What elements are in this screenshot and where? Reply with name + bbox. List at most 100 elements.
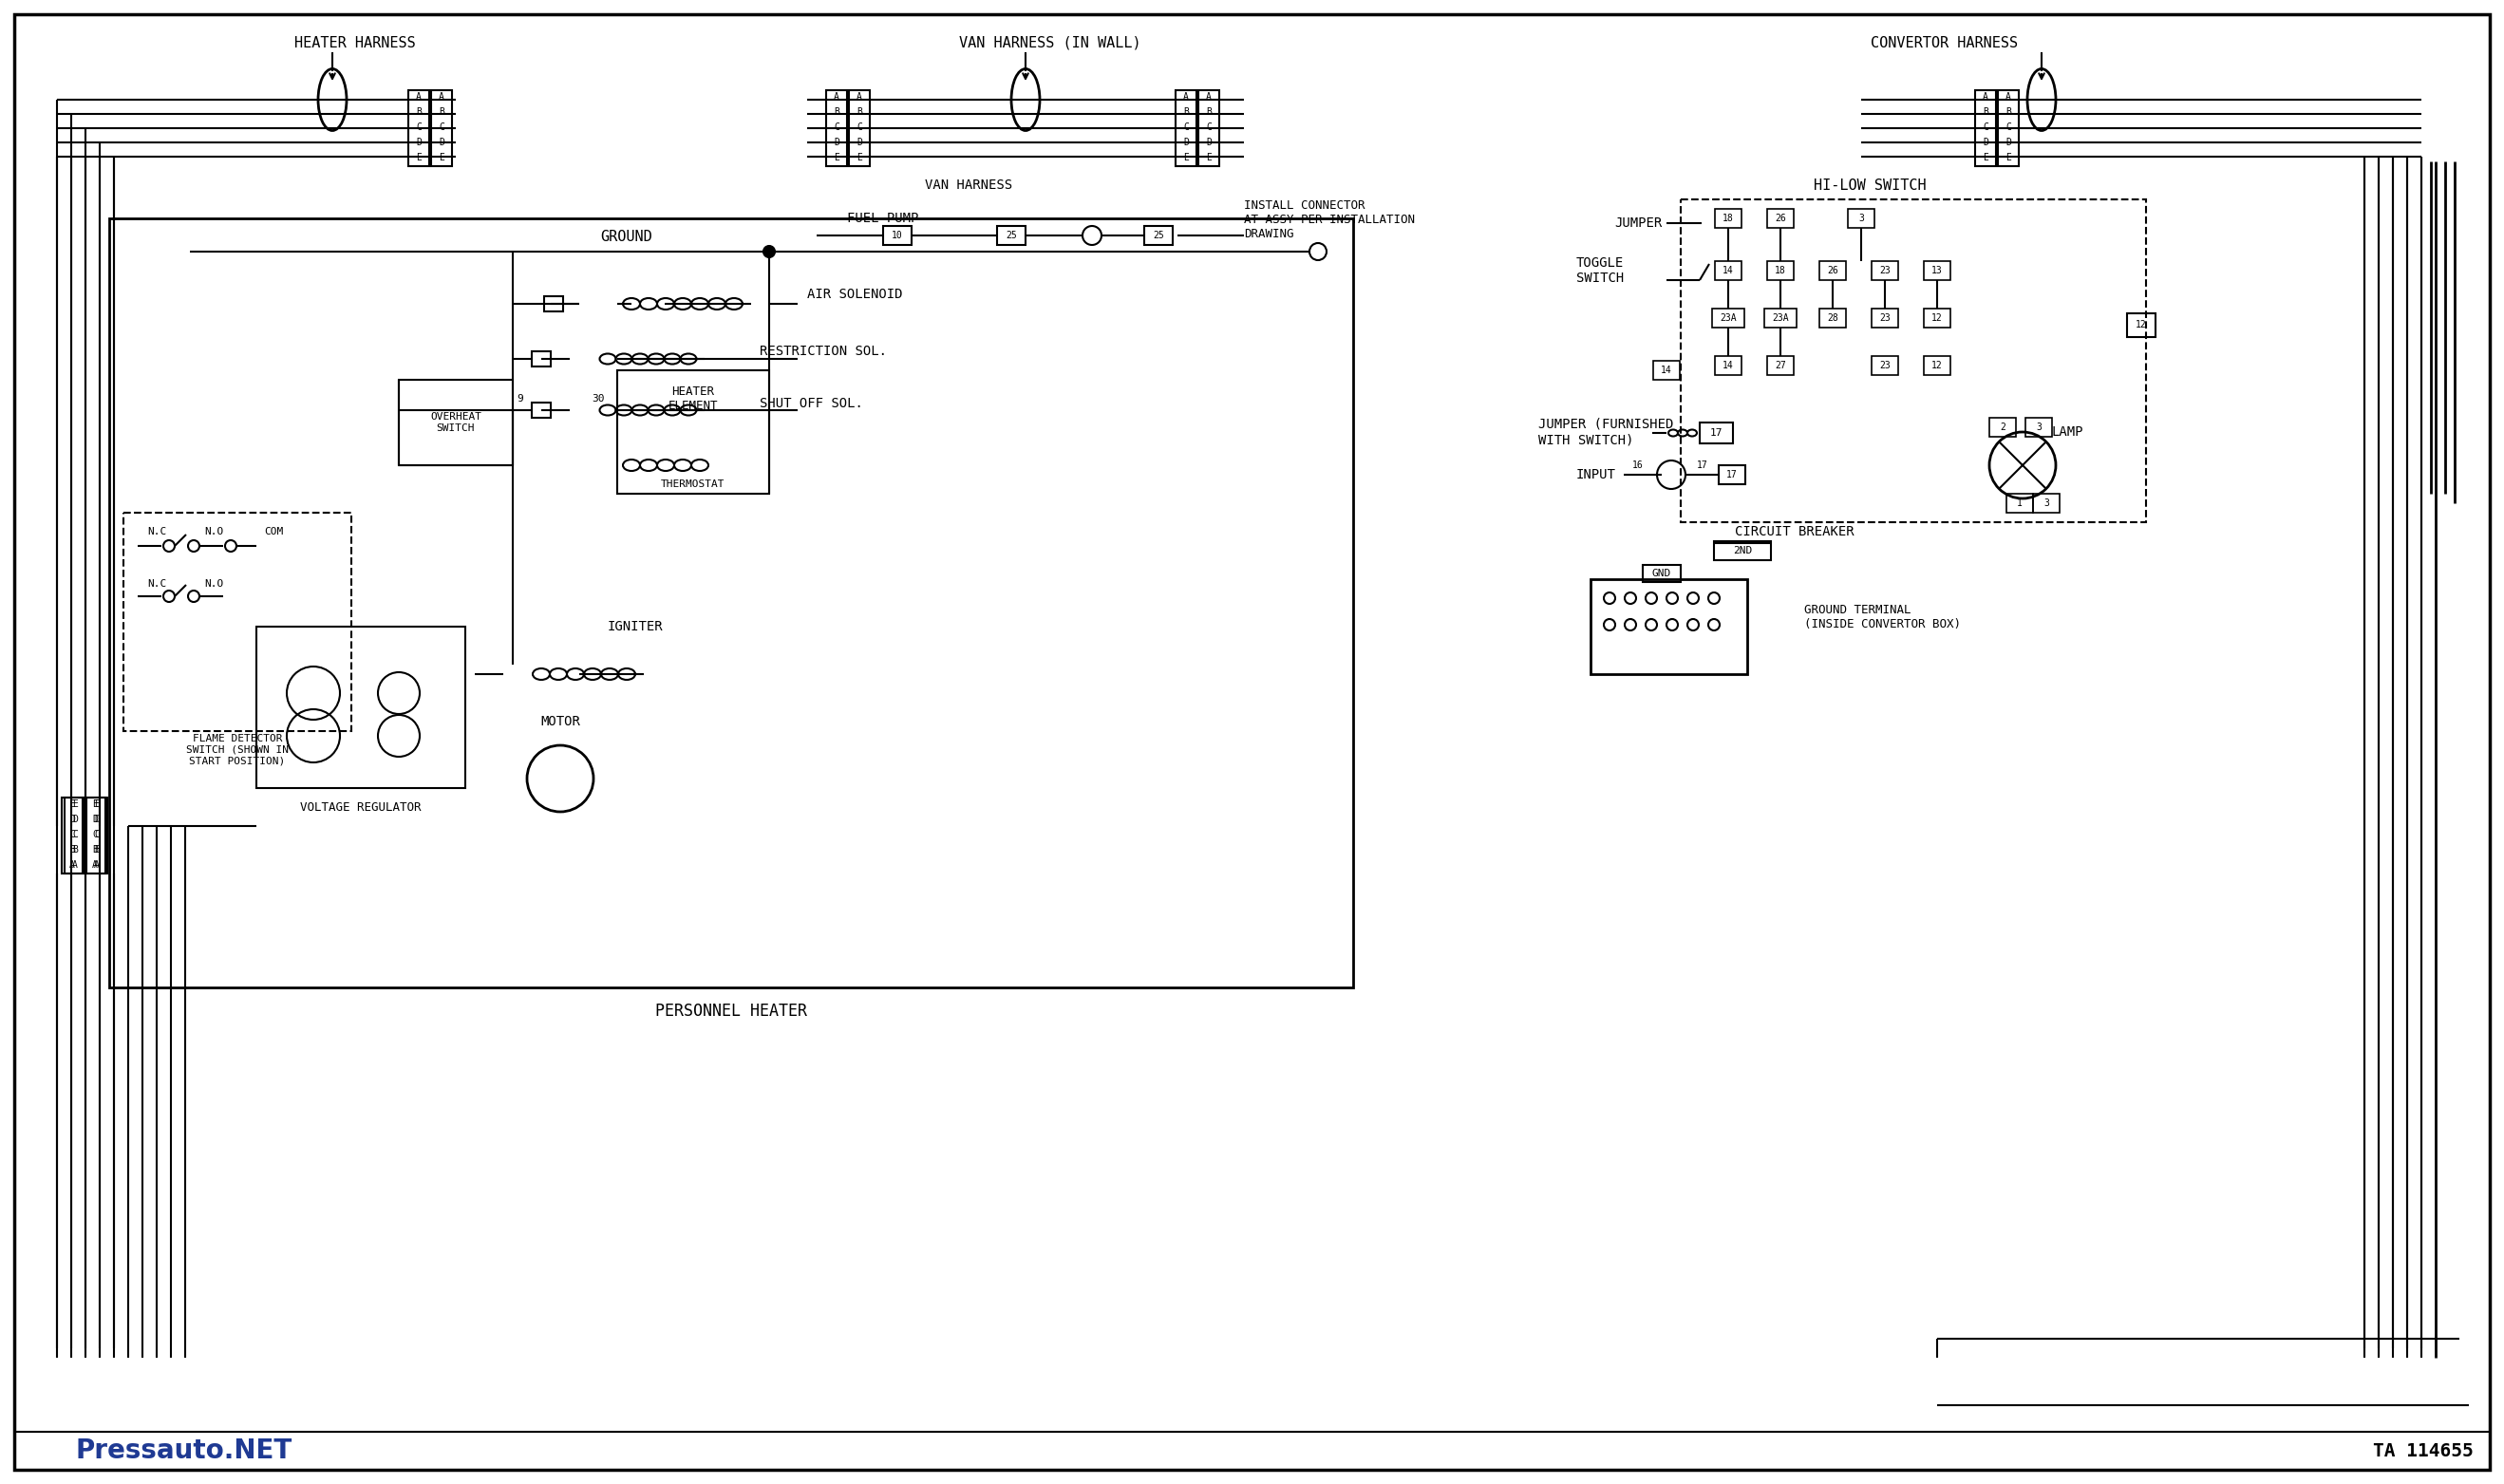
Bar: [1848, 209, 1875, 229]
Text: B: B: [438, 107, 443, 117]
Text: E: E: [856, 153, 861, 162]
Text: VAN HARNESS: VAN HARNESS: [924, 178, 1012, 191]
Text: 3: 3: [1858, 214, 1863, 223]
Bar: [1713, 542, 1770, 559]
Text: A: A: [1207, 92, 1212, 101]
Text: D: D: [438, 138, 443, 147]
Text: D: D: [2006, 138, 2011, 147]
Text: PERSONNEL HEATER: PERSONNEL HEATER: [656, 1003, 806, 1020]
Bar: [63, 797, 83, 874]
Text: C: C: [95, 830, 100, 840]
Text: B: B: [2006, 107, 2011, 117]
Text: 18: 18: [1775, 266, 1785, 276]
Text: C: C: [438, 123, 443, 132]
Text: A: A: [2006, 92, 2011, 101]
Bar: [398, 380, 513, 464]
Text: 26: 26: [1775, 214, 1785, 223]
Text: D: D: [95, 815, 100, 824]
Text: E: E: [834, 153, 839, 162]
Text: THERMOSTAT: THERMOSTAT: [661, 479, 726, 488]
Text: B: B: [95, 844, 100, 855]
Bar: [1680, 199, 2146, 522]
Text: 14: 14: [1723, 266, 1733, 276]
Bar: [1653, 361, 1680, 380]
Text: A: A: [1983, 92, 1988, 101]
Text: N.O: N.O: [205, 527, 223, 536]
Text: COM: COM: [263, 527, 283, 536]
Bar: [1768, 261, 1793, 280]
Text: LAMP: LAMP: [2051, 426, 2083, 439]
Text: N.C: N.C: [148, 527, 165, 536]
Text: E: E: [95, 800, 100, 809]
Text: CONVERTOR HARNESS: CONVERTOR HARNESS: [1870, 36, 2018, 50]
Text: OVERHEAT
SWITCH: OVERHEAT SWITCH: [431, 413, 481, 433]
Text: A: A: [93, 861, 98, 870]
Text: Pressauto.NET: Pressauto.NET: [75, 1438, 293, 1465]
Bar: [408, 91, 428, 166]
Bar: [1765, 309, 1795, 328]
Text: D: D: [416, 138, 421, 147]
Circle shape: [764, 246, 774, 257]
Bar: [88, 797, 108, 874]
Text: B: B: [416, 107, 421, 117]
Text: A: A: [416, 92, 421, 101]
Text: D: D: [856, 138, 861, 147]
Bar: [2033, 494, 2061, 512]
Text: HEATER HARNESS: HEATER HARNESS: [295, 36, 416, 50]
Text: C: C: [2006, 123, 2011, 132]
Bar: [1768, 356, 1793, 375]
Bar: [2026, 418, 2051, 436]
Text: C: C: [1207, 123, 1212, 132]
Text: A: A: [438, 92, 443, 101]
Text: C: C: [1184, 123, 1189, 132]
Text: C: C: [70, 830, 75, 840]
Bar: [1768, 209, 1793, 229]
Text: JUMPER (FURNISHED
WITH SWITCH): JUMPER (FURNISHED WITH SWITCH): [1537, 417, 1673, 447]
Text: B: B: [834, 107, 839, 117]
Bar: [849, 91, 869, 166]
Text: A: A: [834, 92, 839, 101]
Text: 26: 26: [1828, 266, 1838, 276]
Bar: [1976, 91, 1996, 166]
Text: 12: 12: [2136, 321, 2146, 329]
Text: B: B: [70, 844, 75, 855]
Bar: [1713, 309, 1745, 328]
Bar: [997, 226, 1027, 245]
Text: B: B: [856, 107, 861, 117]
Text: D: D: [93, 815, 98, 824]
Text: INPUT: INPUT: [1578, 467, 1615, 481]
Text: SHUT OFF SOL.: SHUT OFF SOL.: [759, 396, 864, 410]
Text: 10: 10: [891, 230, 904, 240]
Text: E: E: [1184, 153, 1189, 162]
Bar: [1870, 309, 1898, 328]
Bar: [123, 512, 351, 732]
Text: E: E: [438, 153, 443, 162]
Text: 25: 25: [1007, 230, 1017, 240]
Bar: [255, 626, 466, 788]
Bar: [531, 352, 551, 367]
Text: 18: 18: [1723, 214, 1733, 223]
Text: E: E: [1207, 153, 1212, 162]
Text: 3: 3: [2036, 423, 2041, 432]
Bar: [1870, 356, 1898, 375]
Text: IGNITER: IGNITER: [608, 620, 664, 634]
Bar: [85, 797, 105, 874]
Bar: [543, 297, 563, 312]
Text: 27: 27: [1775, 361, 1785, 371]
Text: 14: 14: [1723, 361, 1733, 371]
Text: E: E: [2006, 153, 2011, 162]
Text: E: E: [70, 800, 75, 809]
Text: A: A: [95, 861, 100, 870]
Text: 23: 23: [1881, 361, 1891, 371]
Text: 17: 17: [1710, 429, 1723, 438]
Text: 1: 1: [2016, 499, 2023, 508]
Text: C: C: [93, 830, 98, 840]
Text: E: E: [416, 153, 421, 162]
Bar: [531, 402, 551, 418]
Text: D: D: [70, 815, 75, 824]
Text: 25: 25: [1152, 230, 1164, 240]
Text: RESTRICTION SOL.: RESTRICTION SOL.: [759, 344, 886, 358]
Text: VOLTAGE REGULATOR: VOLTAGE REGULATOR: [300, 801, 421, 813]
Text: 17: 17: [1698, 460, 1708, 470]
Text: 28: 28: [1828, 313, 1838, 324]
